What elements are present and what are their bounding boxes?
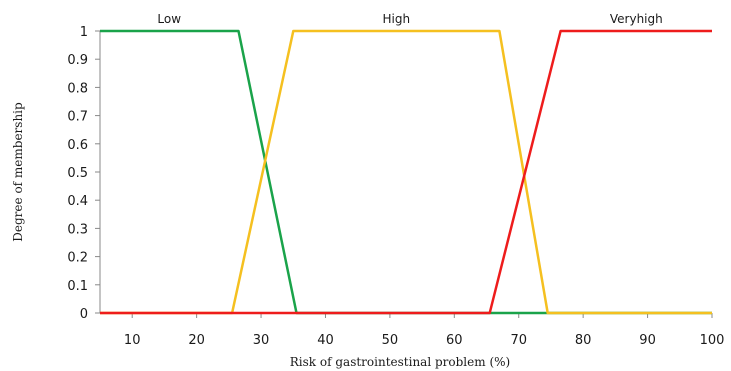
series-label: Veryhigh <box>610 12 663 26</box>
y-tick-label: 0.2 <box>67 251 88 266</box>
series-label: High <box>383 12 411 26</box>
y-axis-title: Degree of membership <box>11 102 25 242</box>
x-tick-label: 10 <box>124 333 141 348</box>
x-tick-label: 20 <box>188 333 205 348</box>
x-axis: 10 20 30 40 50 60 70 80 90 100 <box>100 312 725 348</box>
x-tick-label: 90 <box>639 333 656 348</box>
y-tick-label: 0.5 <box>67 166 88 181</box>
y-tick-label: 0.6 <box>67 138 88 153</box>
x-tick-label: 30 <box>253 333 270 348</box>
x-tick-label: 70 <box>510 333 527 348</box>
y-axis: 0 0.1 0.2 0.3 0.4 0.5 0.6 0.7 0.8 0.9 1 <box>67 25 101 322</box>
y-tick-label: 0.4 <box>67 194 88 209</box>
series-line-high <box>100 29 712 315</box>
y-tick-label: 0.1 <box>67 279 88 294</box>
y-tick-label: 1 <box>80 25 88 40</box>
x-tick-label: 80 <box>575 333 592 348</box>
y-tick-label: 0.9 <box>67 53 88 68</box>
y-tick-label: 0.7 <box>67 110 88 125</box>
x-axis-title: Risk of gastrointestinal problem (%) <box>290 355 510 369</box>
series-labels: Low High Veryhigh <box>157 12 662 26</box>
x-tick-label: 60 <box>446 333 463 348</box>
y-tick-label: 0.8 <box>67 81 88 96</box>
series-line-low <box>100 29 712 315</box>
y-tick-label: 0.3 <box>67 222 88 237</box>
y-tick-label: 0 <box>80 307 88 322</box>
x-tick-label: 50 <box>382 333 399 348</box>
x-tick-label: 100 <box>700 333 725 348</box>
x-tick-label: 40 <box>317 333 334 348</box>
series-line-veryhigh <box>100 29 712 315</box>
series-label: Low <box>157 12 181 26</box>
series-lines <box>100 29 712 315</box>
